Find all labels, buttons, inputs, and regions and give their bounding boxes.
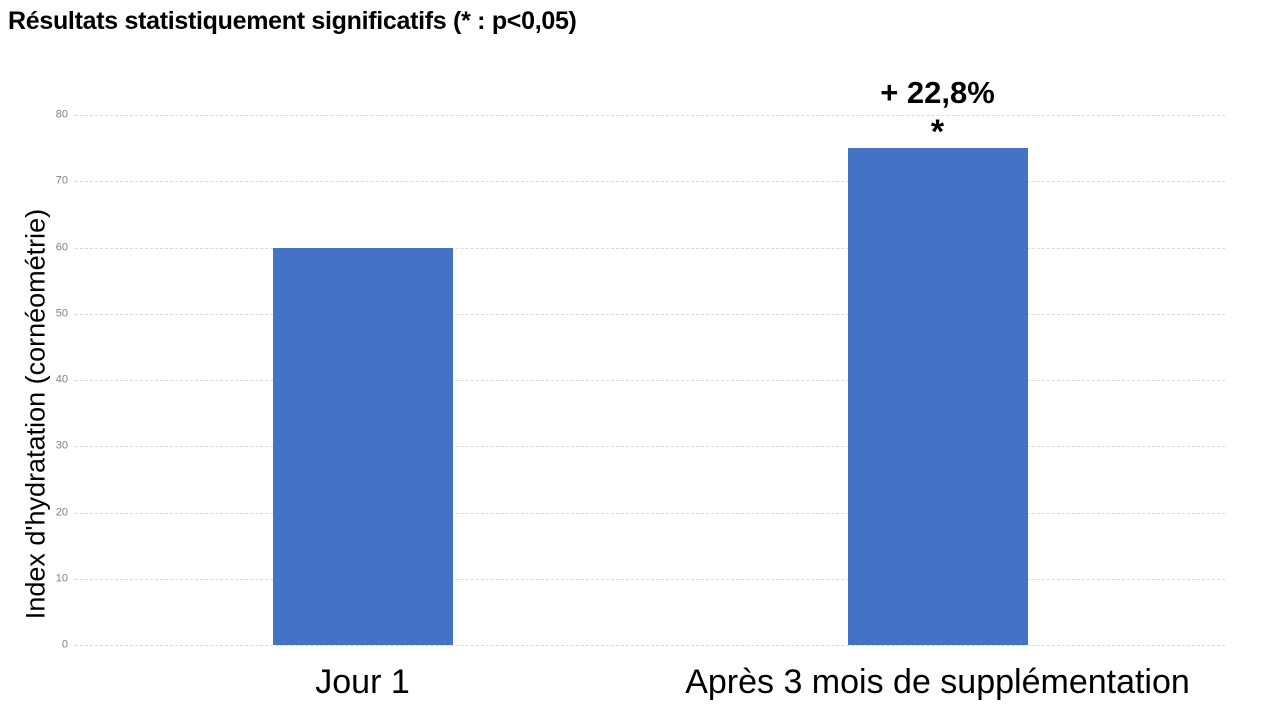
gridline <box>75 380 1225 381</box>
y-tick-label: 10 <box>55 572 68 585</box>
plot-area <box>75 115 1225 646</box>
gridline <box>75 578 1225 580</box>
y-tick-label: 30 <box>55 439 68 452</box>
y-tick-label: 60 <box>55 241 68 253</box>
y-tick-label: 20 <box>55 506 68 518</box>
y-tick-label: 50 <box>55 307 68 320</box>
bar-1 <box>272 247 453 645</box>
y-tick-label: 0 <box>61 638 68 651</box>
bar-2 <box>847 148 1028 645</box>
gridline <box>75 446 1225 448</box>
annotation-significance-star: * <box>930 113 945 152</box>
x-axis-labels: Jour 1 Après 3 mois de supplémentation <box>75 645 1225 720</box>
gridline <box>75 115 1225 116</box>
gridline <box>75 313 1225 315</box>
y-tick-label: 70 <box>55 174 68 187</box>
chart-title: Résultats statistiquement significatifs … <box>8 7 577 35</box>
gridline <box>75 247 1225 249</box>
y-axis-ticks: 0 10 20 30 40 50 60 70 80 <box>0 109 68 650</box>
gridline <box>75 181 1225 183</box>
gridline <box>75 512 1225 514</box>
annotation-value: + 22,8% <box>880 75 995 111</box>
y-tick-label: 80 <box>55 108 68 121</box>
x-category-label: Après 3 mois de supplémentation <box>685 663 1190 701</box>
x-category-label: Jour 1 <box>315 663 410 701</box>
y-tick-label: 40 <box>55 373 68 386</box>
gridline <box>75 645 1225 646</box>
